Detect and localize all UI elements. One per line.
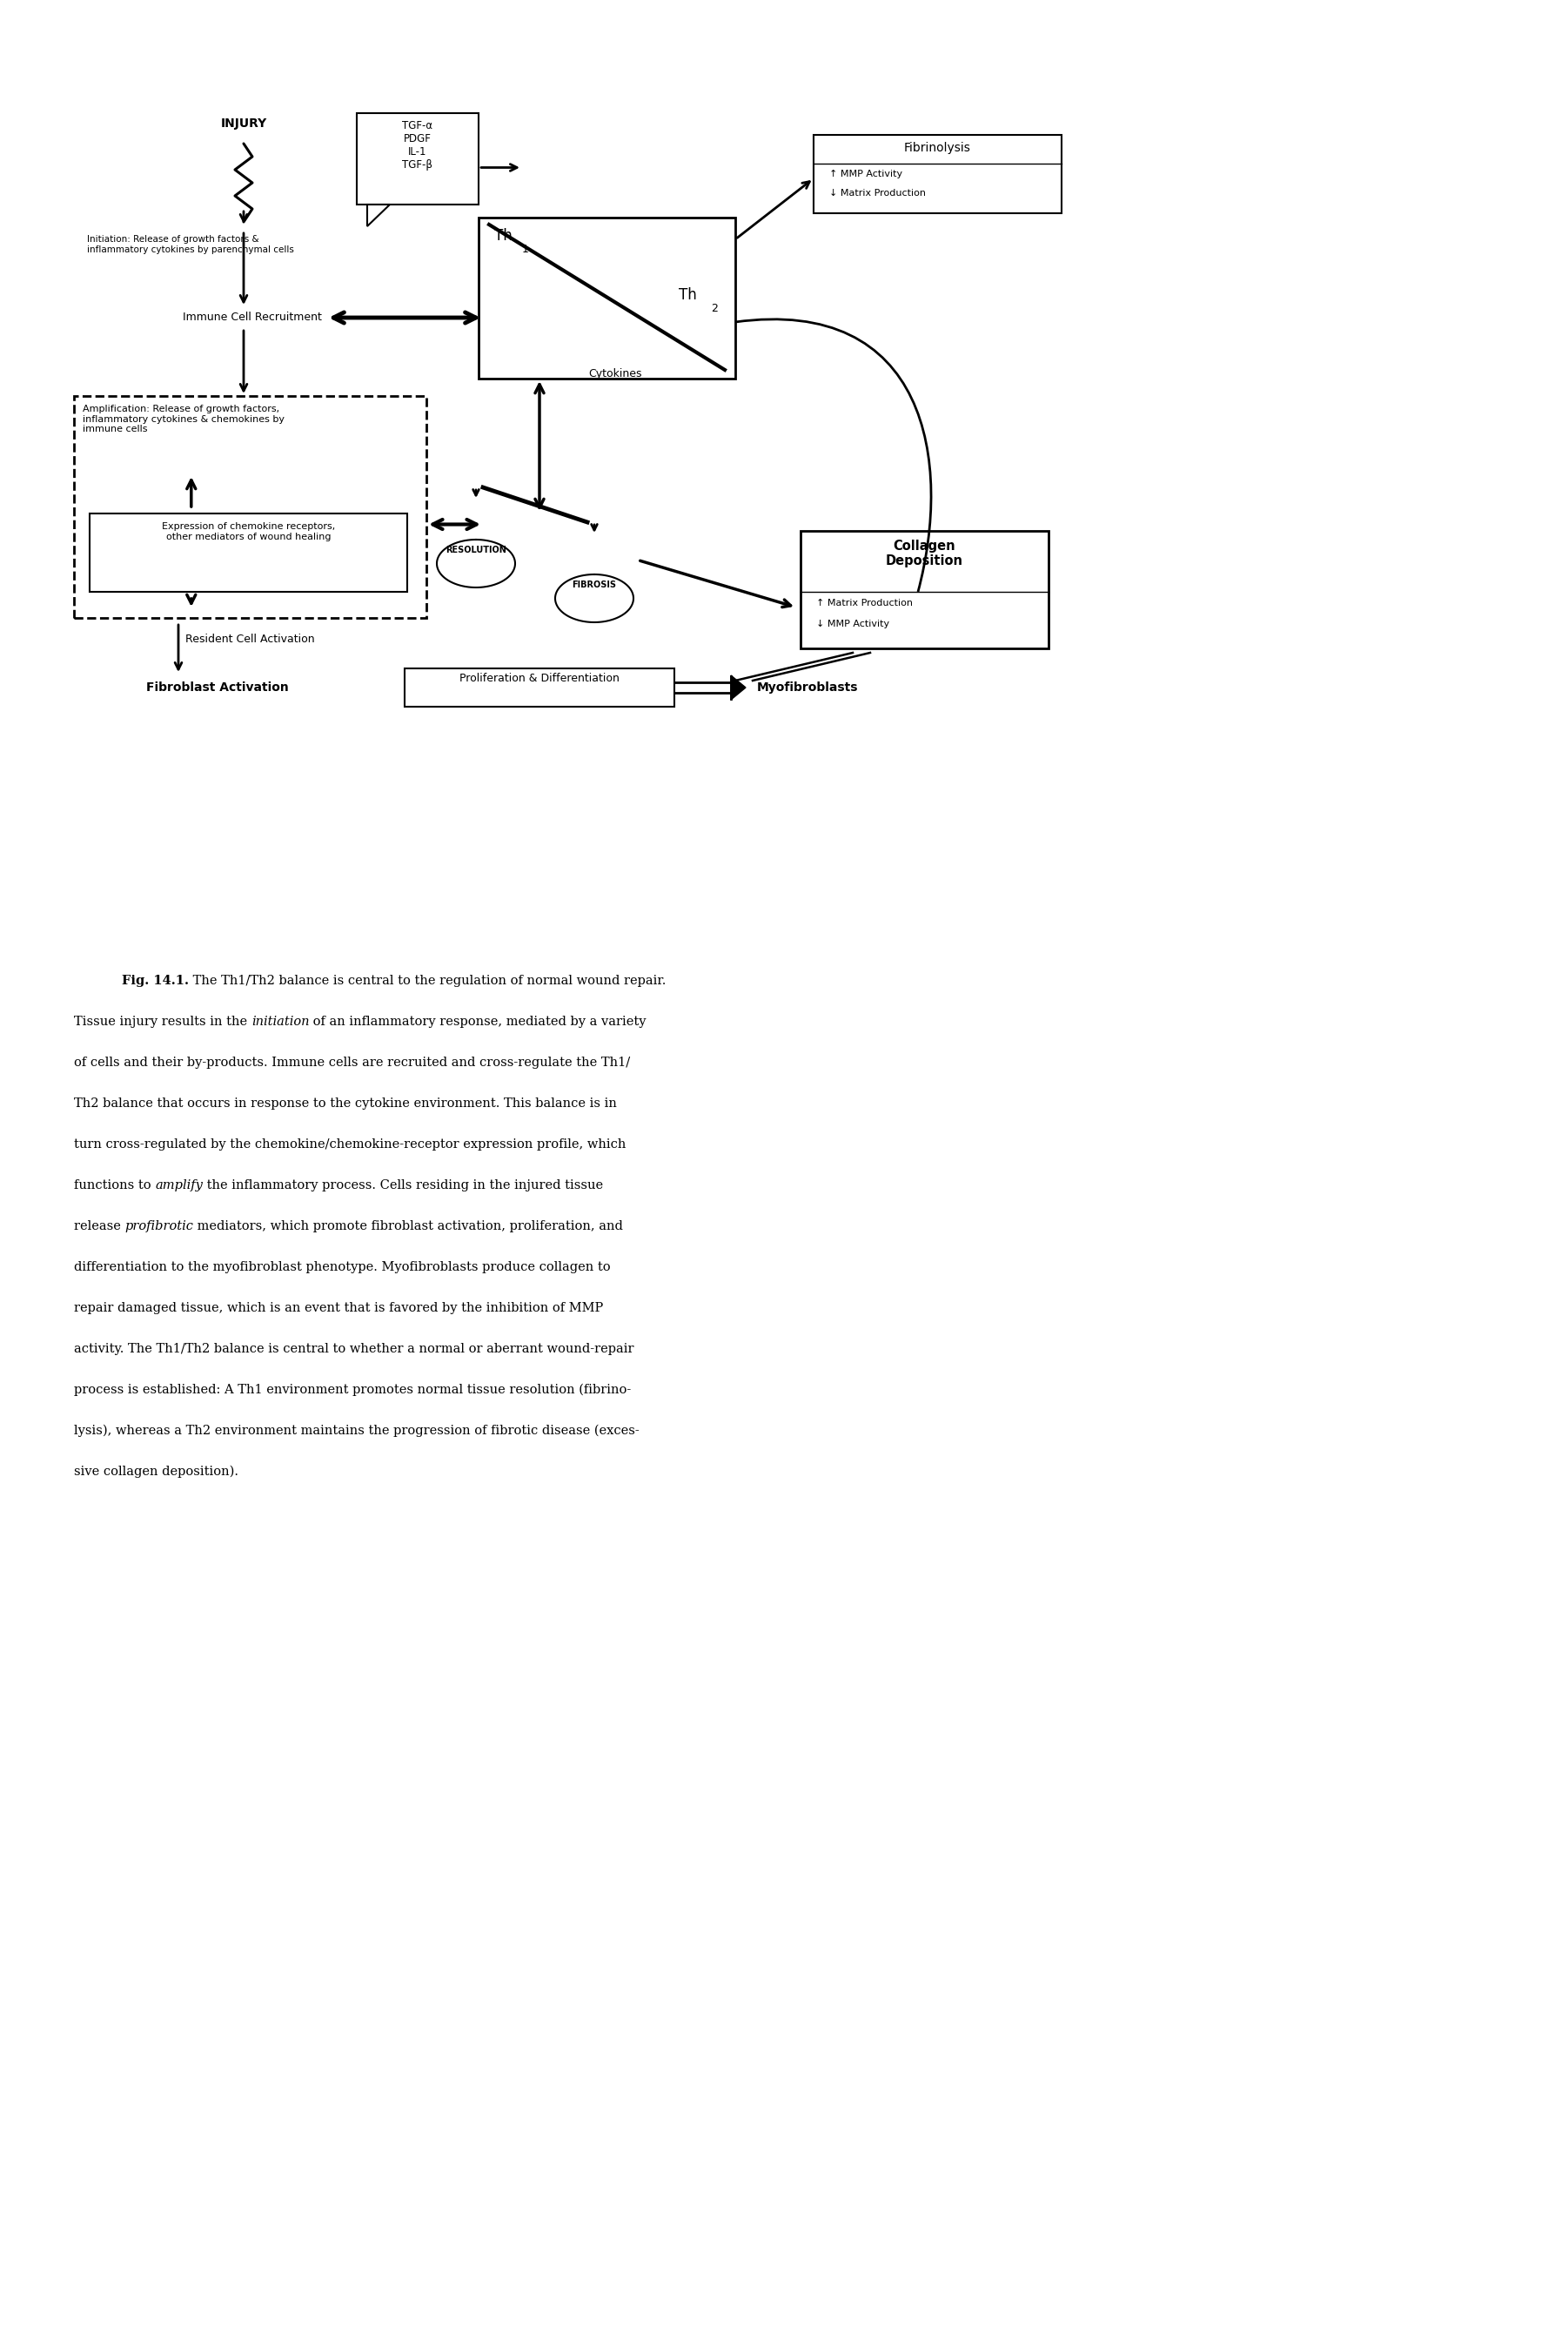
Text: ↑ MMP Activity: ↑ MMP Activity <box>829 169 903 179</box>
Bar <box>814 134 1062 214</box>
Text: differentiation to the myofibroblast phenotype. Myofibroblasts produce collagen : differentiation to the myofibroblast phe… <box>74 1261 610 1273</box>
Text: Resident Cell Activation: Resident Cell Activation <box>185 634 315 646</box>
Text: Amplification: Release of growth factors,
inflammatory cytokines & chemokines by: Amplification: Release of growth factors… <box>83 404 284 435</box>
Text: Th: Th <box>494 228 513 244</box>
Text: profibrotic: profibrotic <box>125 1219 193 1233</box>
Text: of cells and their by-products. Immune cells are recruited and cross-regulate th: of cells and their by-products. Immune c… <box>74 1057 630 1069</box>
Text: functions to: functions to <box>74 1179 155 1191</box>
Text: sive collagen deposition).: sive collagen deposition). <box>74 1466 238 1478</box>
Text: Collagen
Deposition: Collagen Deposition <box>886 540 963 568</box>
Text: repair damaged tissue, which is an event that is favored by the inhibition of MM: repair damaged tissue, which is an event… <box>74 1301 604 1313</box>
Text: Expression of chemokine receptors,
other mediators of wound healing: Expression of chemokine receptors, other… <box>162 521 336 540</box>
Text: amplify: amplify <box>155 1179 202 1191</box>
Text: RESOLUTION: RESOLUTION <box>445 545 506 554</box>
Bar <box>89 514 408 592</box>
Text: The Th1/Th2 balance is central to the regulation of normal wound repair.: The Th1/Th2 balance is central to the re… <box>188 975 666 987</box>
Text: FIBROSIS: FIBROSIS <box>572 580 616 590</box>
Text: Tissue injury results in the: Tissue injury results in the <box>74 1015 251 1029</box>
Bar <box>405 669 674 707</box>
Text: Th: Th <box>679 287 696 303</box>
Text: ↑ Matrix Production: ↑ Matrix Production <box>817 599 913 608</box>
Polygon shape <box>367 204 390 226</box>
Bar <box>478 218 735 378</box>
Polygon shape <box>731 677 746 700</box>
Text: lysis), whereas a Th2 environment maintains the progression of fibrotic disease : lysis), whereas a Th2 environment mainta… <box>74 1426 640 1438</box>
Text: Initiation: Release of growth factors &
inflammatory cytokines by parenchymal ce: Initiation: Release of growth factors & … <box>86 235 295 254</box>
Text: process is established: A Th1 environment promotes normal tissue resolution (fib: process is established: A Th1 environmen… <box>74 1384 630 1395</box>
Text: the inflammatory process. Cells residing in the injured tissue: the inflammatory process. Cells residing… <box>202 1179 604 1191</box>
Text: Proliferation & Differentiation: Proliferation & Differentiation <box>459 672 619 684</box>
Text: TGF-α
PDGF
IL-1
TGF-β: TGF-α PDGF IL-1 TGF-β <box>403 120 433 171</box>
Text: ↓ Matrix Production: ↓ Matrix Production <box>829 188 925 197</box>
Text: Fibroblast Activation: Fibroblast Activation <box>146 681 289 693</box>
Text: Myofibroblasts: Myofibroblasts <box>757 681 858 693</box>
Text: 2: 2 <box>710 303 718 315</box>
Text: Fig. 14.1.: Fig. 14.1. <box>122 975 188 987</box>
Text: release: release <box>74 1219 125 1233</box>
Text: of an inflammatory response, mediated by a variety: of an inflammatory response, mediated by… <box>309 1015 646 1029</box>
Text: Th2 balance that occurs in response to the cytokine environment. This balance is: Th2 balance that occurs in response to t… <box>74 1097 616 1109</box>
Text: activity. The Th1/Th2 balance is central to whether a normal or aberrant wound-r: activity. The Th1/Th2 balance is central… <box>74 1344 633 1355</box>
Text: Immune Cell Recruitment: Immune Cell Recruitment <box>183 312 321 324</box>
Text: 1: 1 <box>522 244 528 256</box>
Bar <box>801 531 1049 648</box>
Text: initiation: initiation <box>251 1015 309 1029</box>
Text: Fibrinolysis: Fibrinolysis <box>905 141 971 155</box>
Text: Cytokines: Cytokines <box>590 369 643 381</box>
Text: mediators, which promote fibroblast activation, proliferation, and: mediators, which promote fibroblast acti… <box>193 1219 624 1233</box>
Text: ↓ MMP Activity: ↓ MMP Activity <box>817 620 889 630</box>
Bar <box>358 113 478 204</box>
Text: turn cross-regulated by the chemokine/chemokine-receptor expression profile, whi: turn cross-regulated by the chemokine/ch… <box>74 1139 626 1151</box>
Text: INJURY: INJURY <box>221 117 267 129</box>
Bar <box>74 397 426 618</box>
